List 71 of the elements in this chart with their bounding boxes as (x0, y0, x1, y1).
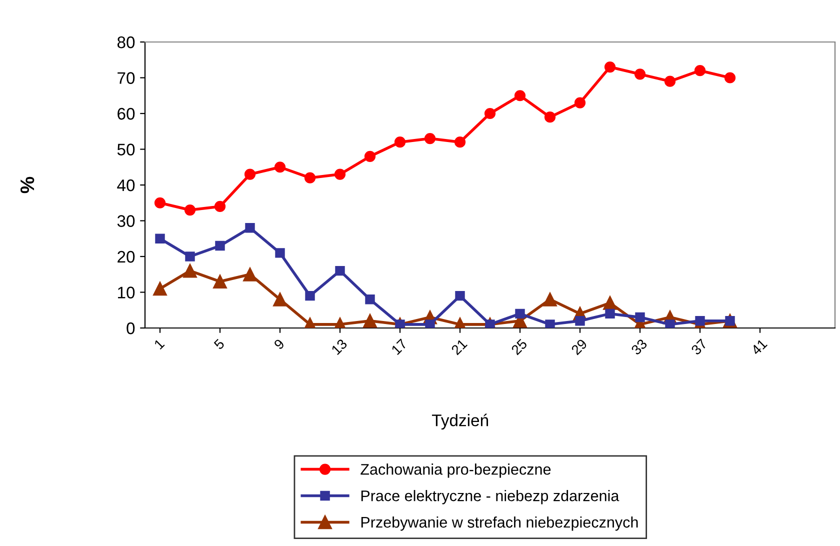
point (213, 274, 227, 288)
point (544, 112, 556, 123)
point (485, 320, 495, 328)
x-tick-label: 5 (213, 338, 225, 350)
point (274, 162, 286, 173)
y-tick-label: 40 (117, 179, 135, 192)
point (394, 136, 406, 148)
point (215, 240, 225, 251)
x-tick-label: 17 (391, 338, 408, 356)
point (635, 312, 645, 322)
point (395, 320, 405, 328)
point (184, 204, 196, 216)
point (364, 150, 376, 162)
point (545, 320, 555, 328)
point (185, 252, 195, 262)
x-tick-label: 41 (750, 338, 768, 356)
point (665, 320, 675, 328)
x-tick-label: 9 (273, 338, 285, 350)
y-tick-label: 80 (117, 36, 135, 48)
legend-label: Zachowania pro-bezpieczne (360, 464, 551, 478)
point (363, 314, 377, 328)
x-tick-label: 21 (450, 338, 468, 356)
point (664, 76, 676, 87)
point (515, 308, 525, 319)
point (454, 136, 466, 148)
point (543, 292, 557, 306)
point (694, 65, 706, 76)
y-tick-label: 70 (118, 72, 135, 84)
point (425, 320, 435, 328)
x-axis-title: Tydzień (432, 414, 488, 430)
point (604, 61, 616, 73)
point (514, 90, 526, 102)
point (603, 296, 617, 310)
x-tick-label: 29 (570, 338, 588, 356)
point (724, 72, 736, 84)
x-tick-label: 37 (690, 338, 708, 356)
point (605, 308, 615, 319)
y-axis-title: % (20, 176, 34, 194)
point (455, 290, 465, 301)
point (575, 316, 585, 326)
x-tick-label: 25 (510, 338, 528, 356)
point (155, 234, 165, 244)
y-tick-label: 30 (117, 215, 135, 227)
point (305, 290, 315, 301)
point (244, 168, 256, 180)
y-tick-label: 50 (117, 144, 135, 156)
point (183, 264, 197, 278)
point (214, 200, 226, 212)
y-tick-label: 60 (118, 108, 135, 120)
point (275, 248, 285, 258)
point (273, 292, 287, 306)
point (365, 294, 375, 304)
point (245, 223, 255, 233)
x-tick-label: 13 (330, 338, 348, 356)
point (574, 97, 586, 108)
point (153, 282, 167, 296)
y-tick-label: 20 (118, 250, 135, 263)
point (243, 267, 257, 282)
y-tick-label: 10 (118, 286, 135, 298)
point (484, 108, 496, 120)
legend-label: Przebywanie w strefach niebezpiecznych (361, 516, 638, 531)
point (334, 168, 346, 180)
x-tick-label: 33 (630, 338, 648, 356)
legend-label: Prace elektryczne - niebezp zdarzenia (361, 490, 620, 504)
y-tick-label: 0 (126, 322, 135, 334)
point (304, 172, 316, 184)
point (634, 68, 646, 80)
point (335, 266, 345, 276)
point (424, 132, 436, 144)
point (154, 197, 166, 208)
x-tick-label: 1 (154, 338, 165, 350)
